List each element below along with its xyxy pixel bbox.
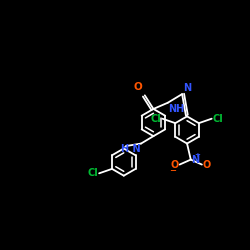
Text: +: +	[194, 152, 200, 158]
Text: O: O	[202, 160, 211, 170]
Text: N: N	[183, 83, 192, 93]
Text: −: −	[170, 166, 176, 175]
Text: O: O	[171, 160, 179, 170]
Text: Cl: Cl	[88, 168, 99, 178]
Text: O: O	[133, 82, 142, 92]
Text: Cl: Cl	[213, 114, 224, 124]
Text: NH: NH	[168, 104, 185, 114]
Text: H N: H N	[121, 144, 140, 154]
Text: N: N	[191, 154, 199, 164]
Text: Cl: Cl	[151, 114, 162, 124]
